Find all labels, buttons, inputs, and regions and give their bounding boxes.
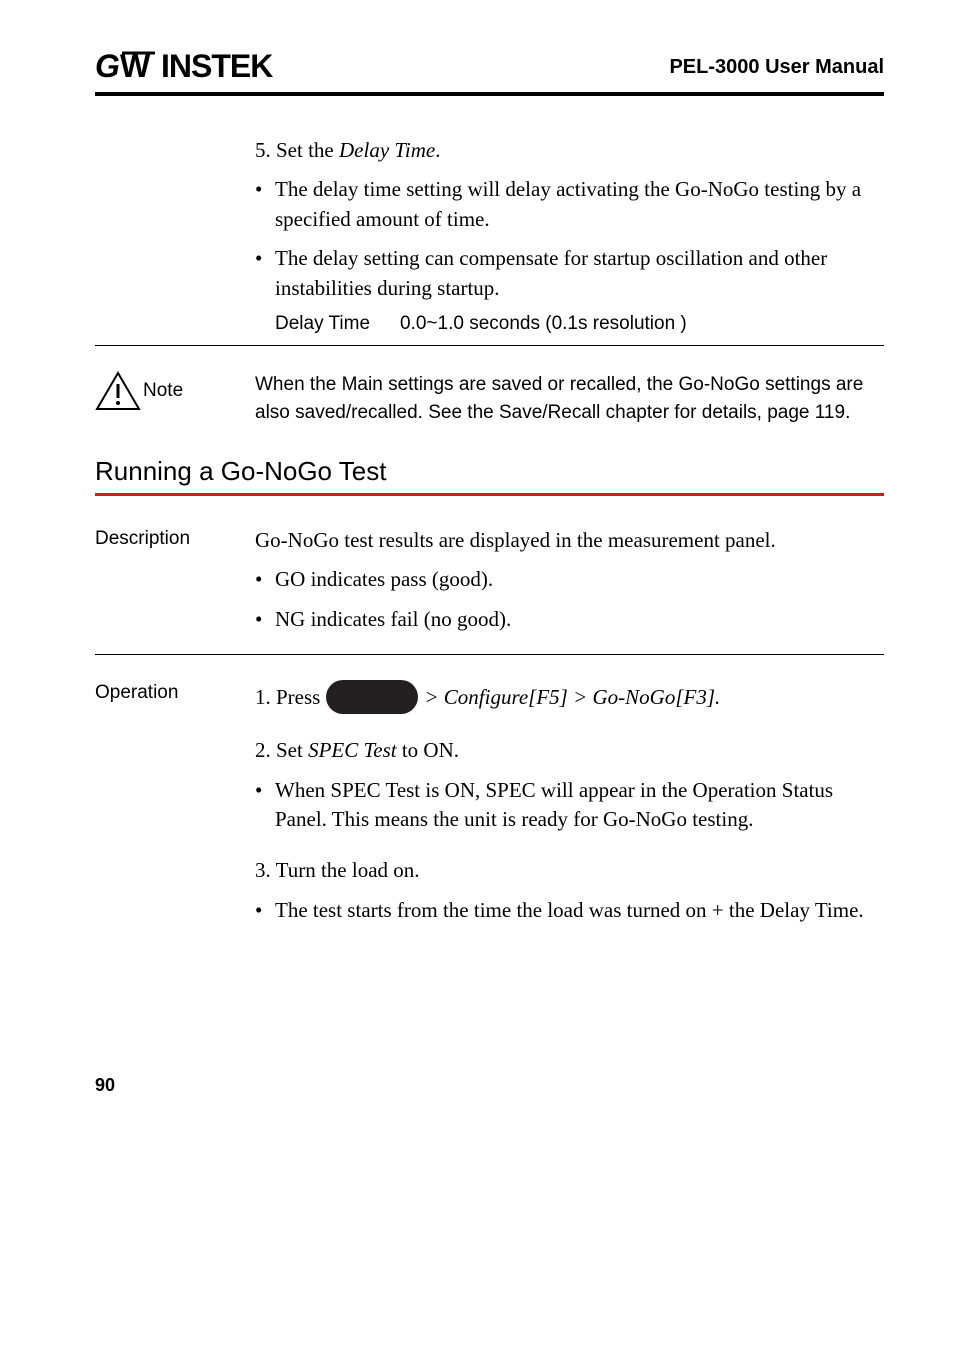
page-header: G W INSTEK PEL-3000 User Manual	[95, 50, 884, 96]
note-label: Note	[143, 380, 183, 402]
bullet-ng: • NG indicates fail (no good).	[255, 605, 884, 634]
page-number: 90	[95, 1075, 884, 1096]
operation-step-2: 2. Set SPEC Test to ON.	[255, 736, 884, 765]
description-text: Go-NoGo test results are displayed in th…	[255, 526, 884, 555]
bullet-delay-compensate: • The delay setting can compensate for s…	[255, 244, 884, 303]
operation-step-3: 3. Turn the load on.	[255, 856, 884, 885]
manual-title: PEL-3000 User Manual	[669, 56, 884, 79]
operation-label: Operation	[95, 680, 255, 704]
operation-step-1: 1. Press > Configure[F5] > Go-NoGo[F3].	[255, 680, 884, 714]
section-title: Running a Go-NoGo Test	[95, 456, 884, 487]
step-5: 5. Set the Delay Time.	[255, 136, 884, 165]
svg-text:G: G	[95, 50, 119, 84]
svg-text:W: W	[120, 50, 151, 84]
note-block: Note When the Main settings are saved or…	[95, 371, 884, 426]
section-rule	[95, 493, 884, 496]
description-label: Description	[95, 526, 255, 550]
logo-svg: G W INSTEK	[95, 50, 295, 84]
note-text: When the Main settings are saved or reca…	[255, 371, 884, 426]
divider	[95, 654, 884, 655]
warning-icon	[95, 371, 141, 411]
delay-time-spec: Delay Time 0.0~1.0 seconds (0.1s resolut…	[275, 313, 884, 335]
bullet-test-starts: • The test starts from the time the load…	[255, 896, 884, 925]
divider	[95, 345, 884, 346]
bullet-delay-activating: • The delay time setting will delay acti…	[255, 175, 884, 234]
button-pill-icon	[326, 680, 418, 714]
svg-text:INSTEK: INSTEK	[161, 50, 273, 84]
logo: G W INSTEK	[95, 50, 295, 84]
bullet-spec-on: • When SPEC Test is ON, SPEC will appear…	[255, 776, 884, 835]
bullet-go: • GO indicates pass (good).	[255, 565, 884, 594]
